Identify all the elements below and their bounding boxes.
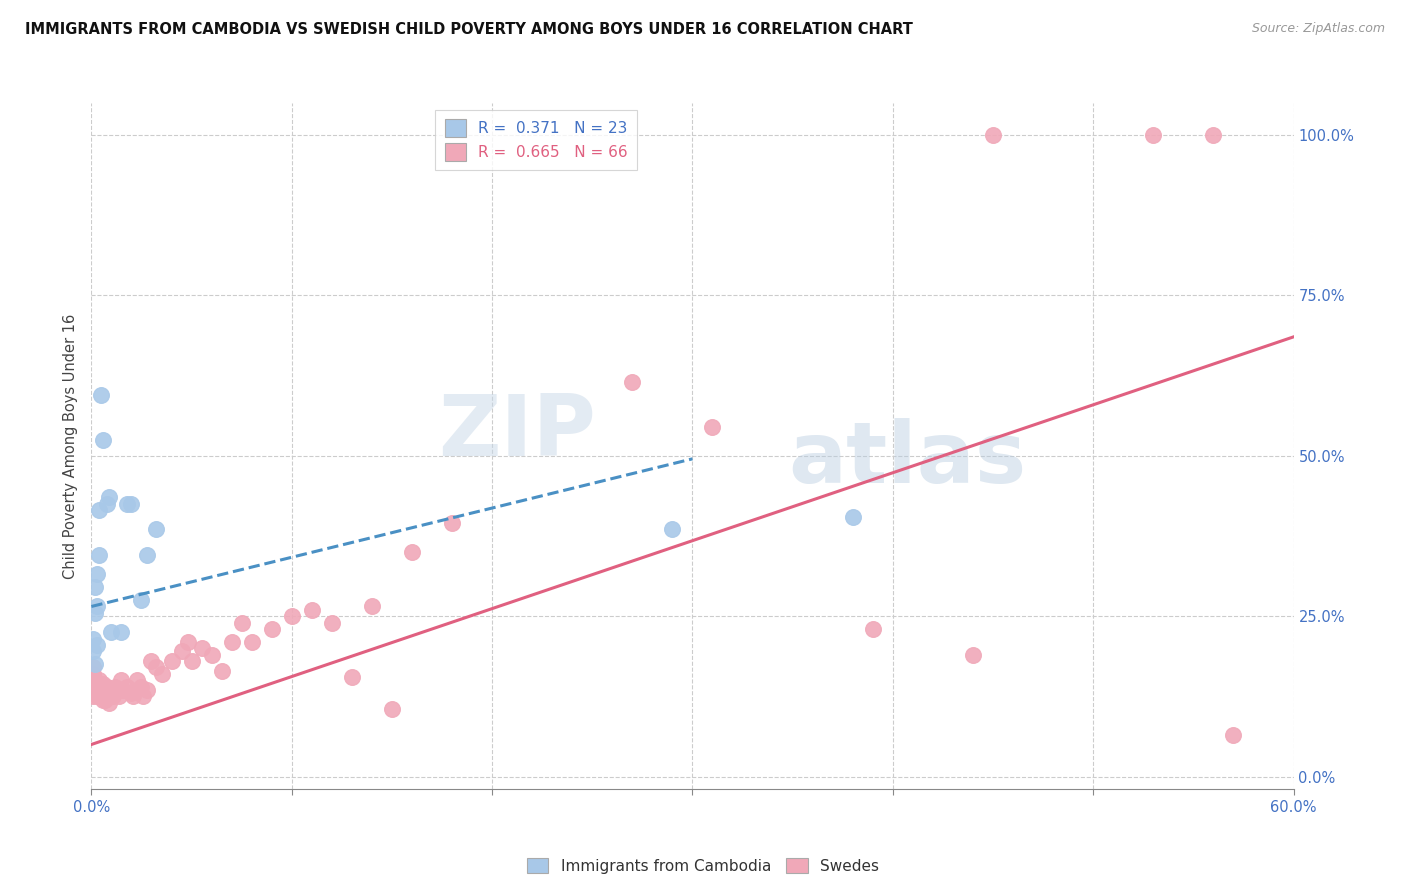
Point (90, 387, 112, 401)
Point (86, 599, 108, 614)
Legend: R =  0.371   N = 23, R =  0.665   N = 66: R = 0.371 N = 23, R = 0.665 N = 66 (436, 111, 637, 170)
Point (82, 676, 104, 690)
Point (86, 686, 108, 700)
Point (1222, 728, 1244, 742)
Point (160, 654, 183, 668)
Point (401, 545, 423, 559)
Point (221, 634, 243, 648)
Point (89, 548, 111, 562)
Point (107, 682, 129, 697)
Point (93, 676, 115, 690)
Point (82, 690, 104, 704)
Point (96, 680, 118, 694)
Text: ZIP: ZIP (439, 391, 596, 474)
Point (89, 503, 111, 517)
Point (100, 625, 122, 640)
Point (117, 680, 139, 694)
Point (1202, 128, 1225, 142)
Point (131, 593, 153, 607)
Point (117, 497, 139, 511)
Point (841, 509, 863, 524)
Point (96, 497, 118, 511)
Point (301, 603, 323, 617)
Point (103, 690, 125, 704)
Point (340, 670, 363, 684)
Point (108, 690, 131, 704)
Point (90, 686, 112, 700)
Point (440, 516, 463, 530)
Point (82, 666, 104, 681)
Point (122, 690, 145, 704)
Point (84, 682, 107, 697)
Point (90, 682, 112, 697)
Point (121, 497, 143, 511)
Point (86, 567, 108, 582)
Point (131, 680, 153, 694)
Point (702, 419, 724, 434)
Point (110, 625, 132, 640)
Point (89, 676, 111, 690)
Point (201, 648, 224, 662)
Point (136, 548, 159, 562)
Point (321, 615, 343, 630)
Point (360, 599, 382, 614)
Point (661, 523, 683, 537)
Point (84, 657, 107, 672)
Point (93, 692, 115, 706)
Point (260, 622, 283, 636)
Point (240, 634, 263, 648)
Point (170, 644, 193, 658)
Point (84, 606, 107, 620)
Point (981, 128, 1004, 142)
Point (211, 664, 233, 678)
Point (82, 682, 104, 697)
Point (180, 654, 202, 668)
Point (96, 686, 118, 700)
Point (141, 654, 163, 668)
Point (110, 673, 132, 688)
Point (150, 666, 173, 681)
Point (82, 632, 104, 646)
Point (621, 375, 644, 389)
Point (94, 692, 117, 706)
Text: IMMIGRANTS FROM CAMBODIA VS SWEDISH CHILD POVERTY AMONG BOYS UNDER 16 CORRELATIO: IMMIGRANTS FROM CAMBODIA VS SWEDISH CHIL… (25, 22, 912, 37)
Point (84, 686, 107, 700)
Point (862, 622, 884, 636)
Point (98, 491, 121, 505)
Point (86, 638, 108, 652)
Point (190, 641, 212, 656)
Text: atlas: atlas (789, 418, 1026, 501)
Point (121, 686, 143, 700)
Point (104, 680, 127, 694)
Point (231, 615, 253, 630)
Point (94, 682, 117, 697)
Point (98, 696, 121, 710)
Point (82, 660, 104, 674)
Point (132, 690, 155, 704)
Point (176, 634, 198, 648)
Text: Source: ZipAtlas.com: Source: ZipAtlas.com (1251, 22, 1385, 36)
Point (93, 433, 115, 447)
Point (962, 648, 984, 662)
Point (84, 680, 107, 694)
Point (1142, 128, 1164, 142)
Legend: Immigrants from Cambodia, Swedes: Immigrants from Cambodia, Swedes (522, 852, 884, 880)
Y-axis label: Child Poverty Among Boys Under 16: Child Poverty Among Boys Under 16 (63, 313, 79, 579)
Point (136, 682, 159, 697)
Point (84, 580, 107, 594)
Point (89, 673, 111, 688)
Point (84, 673, 107, 688)
Point (127, 673, 149, 688)
Point (86, 690, 108, 704)
Point (86, 682, 108, 697)
Point (82, 644, 104, 658)
Point (381, 702, 404, 716)
Point (100, 686, 122, 700)
Point (112, 682, 135, 697)
Point (145, 660, 167, 674)
Point (82, 670, 104, 684)
Point (281, 609, 304, 624)
Point (145, 523, 167, 537)
